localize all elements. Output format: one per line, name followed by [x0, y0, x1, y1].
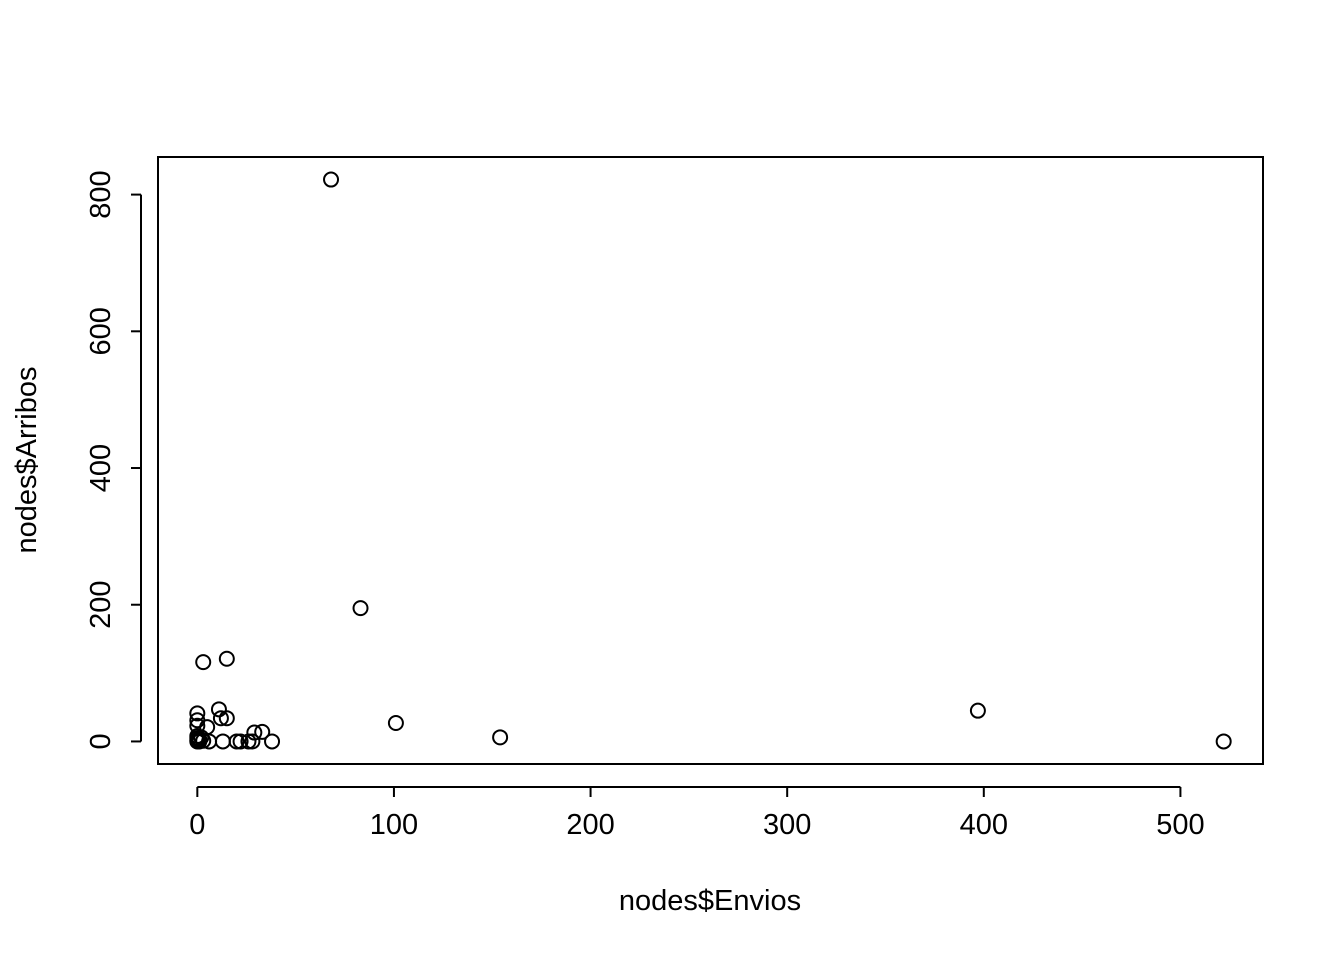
y-tick-label: 0	[85, 733, 117, 749]
x-tick-label: 300	[763, 809, 811, 841]
data-point	[210, 701, 227, 718]
data-point	[323, 171, 340, 188]
y-axis: 0 200 400 600 800	[85, 170, 142, 750]
data-point	[232, 733, 249, 750]
y-axis-title: nodes$Arribos	[11, 367, 43, 554]
y-tick-label: 600	[85, 307, 117, 355]
y-tick-label: 200	[85, 581, 117, 629]
data-point	[492, 729, 509, 746]
data-points	[189, 171, 1232, 750]
data-point	[1215, 733, 1232, 750]
x-tick-label: 500	[1156, 809, 1204, 841]
data-point	[352, 600, 369, 617]
data-point	[264, 733, 281, 750]
data-point	[195, 654, 212, 671]
data-point	[214, 733, 231, 750]
data-point	[969, 702, 986, 719]
data-point	[387, 714, 404, 731]
y-tick-label: 400	[85, 444, 117, 492]
y-tick-label: 800	[85, 170, 117, 218]
data-point	[195, 732, 212, 749]
data-point	[212, 710, 229, 727]
x-tick-label: 400	[960, 809, 1008, 841]
x-tick-label: 100	[370, 809, 418, 841]
plot-frame	[157, 156, 1264, 765]
x-axis: 0 100 200 300 400 500	[189, 786, 1205, 841]
data-point	[218, 650, 235, 667]
data-point	[218, 710, 235, 727]
data-point	[189, 705, 206, 722]
x-axis-title: nodes$Envios	[619, 885, 801, 917]
x-tick-label: 200	[566, 809, 614, 841]
x-tick-label: 0	[189, 809, 205, 841]
data-point	[254, 723, 271, 740]
data-point	[228, 733, 245, 750]
data-point	[246, 724, 263, 741]
data-point	[244, 733, 261, 750]
